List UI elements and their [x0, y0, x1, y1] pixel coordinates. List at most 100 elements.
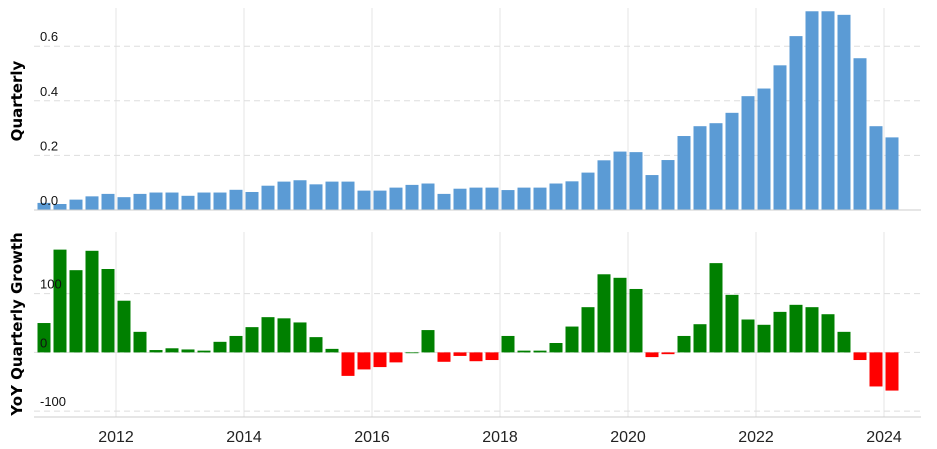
yoy-bar-2013-Q1 — [181, 349, 195, 353]
quarterly-bar-2020-Q3 — [661, 160, 675, 210]
quarterly-bar-2020-Q4 — [677, 136, 691, 210]
yoy-bar-2018-Q3 — [533, 350, 547, 353]
yoy-bar-2013-Q4 — [229, 335, 243, 353]
yoy-bar-2019-Q2 — [581, 307, 595, 353]
yoy-bar-2019-Q3 — [597, 274, 611, 353]
yoy-bar-2016-Q3 — [405, 352, 419, 354]
x-tick-label-2022: 2022 — [738, 429, 774, 446]
yoy-bar-2015-Q3 — [341, 352, 355, 376]
yoy-bar-2022-Q3 — [789, 304, 803, 353]
quarterly-bar-2017-Q2 — [453, 188, 467, 210]
quarterly-bar-2014-Q4 — [293, 180, 307, 210]
quarterly-bar-2012-Q4 — [165, 192, 179, 210]
yoy-bar-2022-Q4 — [805, 307, 819, 353]
quarterly-bar-2015-Q3 — [341, 181, 355, 210]
quarterly-bar-2011-Q2 — [69, 199, 83, 210]
quarterly-ytick-label: 0.4 — [40, 84, 58, 99]
yoy-bar-2013-Q2 — [197, 350, 211, 353]
quarterly-bar-2018-Q1 — [501, 190, 515, 210]
yoy-growth-panel: -100 0 100 — [34, 232, 921, 418]
yoy-bar-2023-Q3 — [853, 352, 867, 361]
yoy-bar-2010-Q4 — [37, 323, 51, 353]
quarterly-ytick-label: 0.0 — [40, 193, 58, 208]
quarterly-bar-2017-Q4 — [485, 187, 499, 210]
quarterly-bar-2011-Q3 — [85, 196, 99, 210]
yoy-bar-2018-Q2 — [517, 350, 531, 353]
quarterly-bar-2012-Q1 — [117, 197, 131, 210]
quarterly-bar-2015-Q2 — [325, 181, 339, 210]
yoy-bar-2017-Q4 — [485, 352, 499, 361]
yoy-bar-2012-Q1 — [117, 300, 131, 353]
yoy-bar-2020-Q2 — [645, 352, 659, 358]
quarterly-bar-2022-Q1 — [757, 88, 771, 210]
yoy-bar-2020-Q4 — [677, 335, 691, 353]
yoy-bar-2023-Q1 — [821, 314, 835, 353]
yoy-bar-2013-Q3 — [213, 341, 227, 353]
quarterly-bar-2019-Q3 — [597, 160, 611, 210]
quarterly-bar-2016-Q2 — [389, 187, 403, 210]
yoy-bar-2017-Q2 — [453, 352, 467, 356]
quarterly-bar-2011-Q4 — [101, 193, 115, 210]
quarterly-bar-2017-Q1 — [437, 193, 451, 210]
quarterly-bar-2020-Q1 — [629, 152, 643, 210]
yoy-bar-2023-Q4 — [869, 352, 883, 387]
quarterly-bar-2014-Q2 — [261, 185, 275, 210]
yoy-bar-2012-Q2 — [133, 331, 147, 353]
x-tick-label-2016: 2016 — [354, 429, 390, 446]
yoy-bar-2017-Q3 — [469, 352, 483, 362]
quarterly-bar-2018-Q3 — [533, 187, 547, 210]
quarterly-bar-2013-Q1 — [181, 195, 195, 210]
quarterly-bar-2022-Q3 — [789, 36, 803, 211]
quarterly-bar-2016-Q3 — [405, 184, 419, 210]
yoy-bar-2014-Q1 — [245, 327, 259, 353]
yoy-ytick-label: 0 — [40, 335, 47, 350]
quarterly-bar-2016-Q1 — [373, 190, 387, 210]
quarterly-bar-2013-Q2 — [197, 192, 211, 210]
quarterly-bar-2012-Q3 — [149, 192, 163, 210]
yoy-bar-2012-Q3 — [149, 350, 163, 353]
quarterly-bar-2015-Q1 — [309, 184, 323, 210]
yoy-bar-2021-Q1 — [693, 324, 707, 353]
x-tick-label-2020: 2020 — [610, 429, 646, 446]
x-tick-label-2012: 2012 — [98, 429, 134, 446]
yoy-bar-2015-Q2 — [325, 348, 339, 353]
quarterly-bar-2021-Q3 — [725, 112, 739, 210]
yoy-bar-2016-Q4 — [421, 330, 435, 353]
quarterly-bar-2021-Q2 — [709, 123, 723, 210]
yoy-bar-2019-Q1 — [565, 326, 579, 353]
yoy-bar-2017-Q1 — [437, 352, 451, 362]
yoy-bar-2012-Q4 — [165, 348, 179, 353]
x-tick-label-2024: 2024 — [866, 429, 902, 446]
quarterly-bar-2023-Q2 — [837, 14, 851, 210]
yoy-ytick-label: 100 — [40, 277, 62, 292]
yoy-bar-2021-Q3 — [725, 294, 739, 353]
quarterly-bar-2016-Q4 — [421, 183, 435, 210]
quarterly-bar-2023-Q4 — [869, 126, 883, 210]
quarterly-bar-2022-Q2 — [773, 65, 787, 210]
quarterly-bar-2018-Q4 — [549, 183, 563, 210]
yoy-bar-2015-Q1 — [309, 337, 323, 353]
yoy-bar-2016-Q1 — [373, 352, 387, 368]
quarterly-bar-2019-Q2 — [581, 172, 595, 210]
yoy-bar-2023-Q2 — [837, 331, 851, 353]
quarterly-bar-2013-Q3 — [213, 192, 227, 210]
quarterly-bar-2015-Q4 — [357, 190, 371, 210]
yoy-bar-2011-Q3 — [85, 250, 99, 353]
yoy-bar-2016-Q2 — [389, 352, 403, 363]
yoy-bar-2014-Q2 — [261, 317, 275, 353]
quarterly-bar-2017-Q3 — [469, 187, 483, 210]
yoy-bar-2011-Q4 — [101, 269, 115, 353]
yoy-bar-2015-Q4 — [357, 352, 371, 370]
quarterly-bar-2020-Q2 — [645, 175, 659, 210]
quarterly-bar-2014-Q1 — [245, 191, 259, 210]
quarterly-panel: 0.0 0.2 0.4 0.6 — [34, 8, 921, 211]
yoy-y-axis-label: YoY Quarterly Growth — [8, 232, 26, 416]
yoy-bar-2022-Q2 — [773, 311, 787, 353]
quarterly-bar-2023-Q3 — [853, 58, 867, 211]
quarterly-bar-2023-Q1 — [821, 11, 835, 210]
x-tick-label-2018: 2018 — [482, 429, 518, 446]
yoy-bar-2018-Q1 — [501, 335, 515, 353]
yoy-bar-2014-Q4 — [293, 322, 307, 353]
quarterly-bar-2011-Q1 — [53, 203, 67, 210]
